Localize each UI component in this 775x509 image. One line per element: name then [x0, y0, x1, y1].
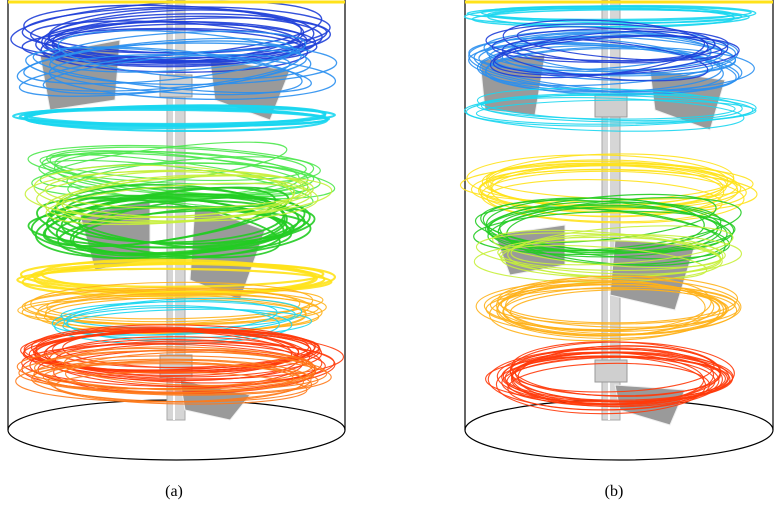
panel-b-streamline-plot	[435, 0, 775, 480]
tank-group	[460, 0, 773, 460]
caption-b: (b)	[584, 483, 644, 501]
tank-group	[8, 0, 345, 460]
caption-a: (a)	[144, 483, 204, 501]
panel-a-stirred-tank	[0, 0, 380, 480]
panel-b-stirred-tank	[435, 0, 775, 480]
panel-a-streamline-plot	[0, 0, 380, 480]
